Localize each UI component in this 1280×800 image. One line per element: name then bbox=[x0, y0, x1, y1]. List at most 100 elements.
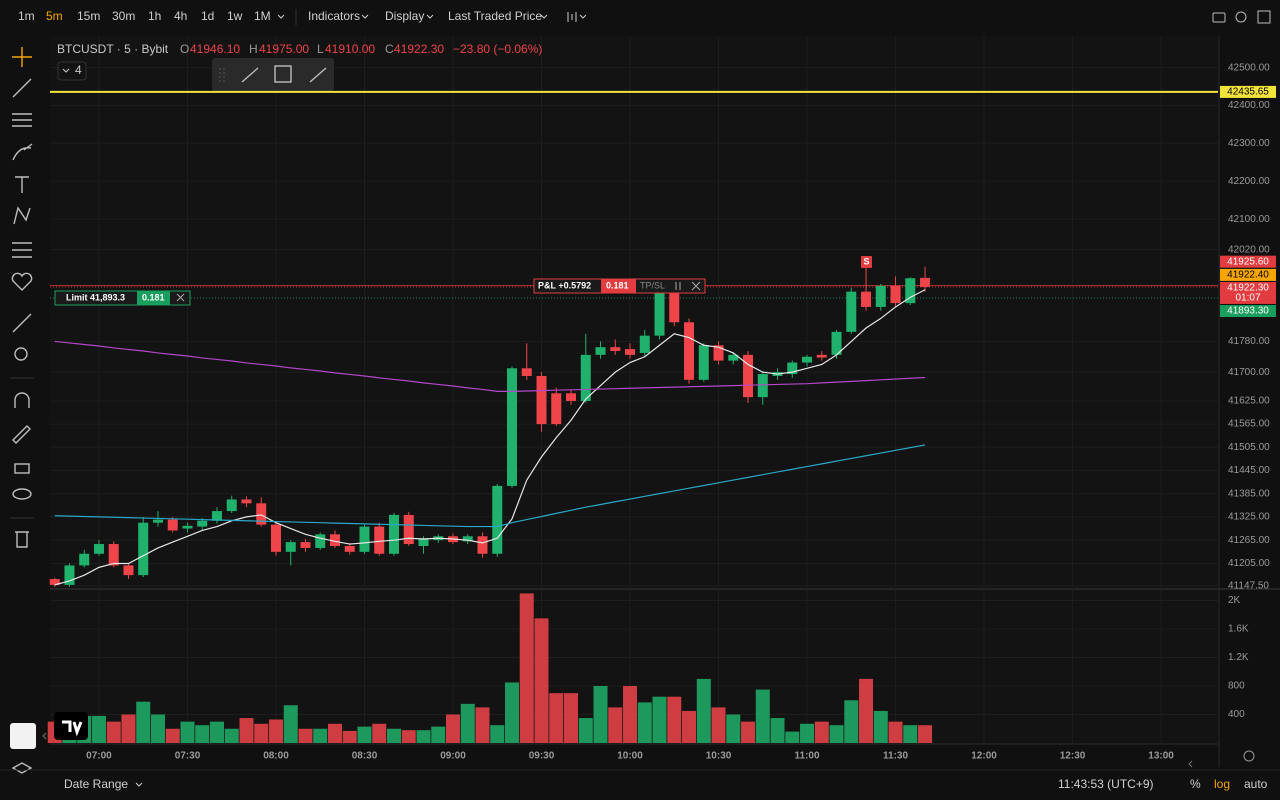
grid: 07:00 07:30 08:00 08:30 09:00 09:30 10:00 10:30… bbox=[50, 36, 1280, 767]
layers-button[interactable] bbox=[11, 762, 33, 774]
indicator-toggle[interactable] bbox=[57, 61, 87, 81]
interval-button[interactable]: 4h bbox=[174, 9, 187, 23]
drawing-float-toolbar bbox=[212, 58, 334, 91]
brush-tool[interactable] bbox=[12, 143, 33, 161]
qty-box bbox=[137, 291, 170, 305]
percent-toggle[interactable]: % bbox=[1190, 777, 1201, 791]
pattern-tool[interactable] bbox=[13, 206, 31, 225]
volume-bar bbox=[505, 682, 520, 743]
lock-draw-tool[interactable] bbox=[12, 425, 31, 444]
auto-toggle[interactable]: auto bbox=[1244, 777, 1268, 791]
candle-body bbox=[816, 354, 827, 358]
interval-button[interactable]: 30m bbox=[112, 9, 135, 23]
candle-body bbox=[875, 285, 886, 307]
volume-bar bbox=[446, 714, 461, 743]
y-tick-label: 41385.00 bbox=[1228, 488, 1270, 499]
volume-bar bbox=[829, 725, 844, 743]
candle-body bbox=[846, 291, 857, 332]
candle-body bbox=[654, 283, 665, 336]
volume-bar bbox=[460, 703, 475, 743]
volume-bar bbox=[549, 693, 564, 743]
settings-icon[interactable] bbox=[1235, 11, 1247, 23]
magnet-tool[interactable] bbox=[14, 392, 30, 408]
position-chip[interactable]: P&L +0.5792 0.181 TP/SL bbox=[533, 278, 706, 294]
candle-body bbox=[861, 291, 872, 307]
volume-bar bbox=[416, 730, 431, 743]
menu-button[interactable]: Display bbox=[385, 9, 424, 23]
volume-bar bbox=[313, 728, 328, 743]
tpsl[interactable]: TP/SL bbox=[640, 280, 665, 290]
rect-tool[interactable] bbox=[274, 65, 292, 83]
interval-button[interactable]: 1m bbox=[18, 9, 35, 23]
scroll-left[interactable] bbox=[42, 732, 47, 740]
volume-bar bbox=[283, 705, 298, 743]
crosshair-tool[interactable] bbox=[12, 47, 32, 67]
y-tick-label: 41445.00 bbox=[1228, 465, 1270, 476]
volume-bar bbox=[239, 718, 254, 743]
volume-bar bbox=[755, 689, 770, 743]
chart-type-icon[interactable] bbox=[567, 12, 577, 22]
candle-body bbox=[79, 553, 90, 566]
candle-body bbox=[580, 354, 591, 401]
cancel-icon[interactable] bbox=[176, 293, 185, 302]
countdown: 01:07 bbox=[1235, 293, 1260, 304]
interval-button[interactable]: 1h bbox=[148, 9, 161, 23]
y-tick-label: 41700.00 bbox=[1228, 367, 1270, 378]
zoom-tool[interactable] bbox=[14, 347, 28, 361]
menu-button[interactable]: Last Traded Price bbox=[448, 9, 542, 23]
interval-button[interactable]: 1M bbox=[254, 9, 271, 23]
candle-body bbox=[743, 354, 754, 398]
settings-icon[interactable] bbox=[1243, 750, 1255, 762]
candle-body bbox=[374, 526, 385, 554]
candle-body bbox=[418, 538, 429, 546]
price-label-box bbox=[1220, 255, 1276, 268]
interval-button[interactable]: 5m bbox=[46, 9, 63, 23]
high-value: 41975.00 bbox=[259, 42, 309, 56]
y-tick-label: 42300.00 bbox=[1228, 138, 1270, 149]
volume-bar bbox=[682, 710, 697, 743]
candle-body bbox=[123, 565, 134, 576]
volume-bar bbox=[814, 721, 829, 743]
volume-bar bbox=[490, 725, 505, 743]
candle-body bbox=[315, 534, 326, 548]
candle-body bbox=[521, 368, 532, 376]
reverse-icon[interactable] bbox=[675, 282, 681, 290]
date-range[interactable]: Date Range bbox=[64, 777, 128, 791]
price-label: 41925.60 bbox=[1227, 256, 1269, 267]
favorite-button[interactable] bbox=[10, 723, 36, 749]
caret bbox=[361, 14, 369, 19]
caret bbox=[277, 14, 285, 19]
volume-bar bbox=[327, 723, 342, 743]
marker-box bbox=[861, 256, 872, 268]
interval-button[interactable]: 1d bbox=[201, 9, 214, 23]
interval-button[interactable]: 1w bbox=[227, 9, 243, 23]
prediction-tool[interactable] bbox=[12, 242, 32, 258]
favorites-tool[interactable] bbox=[11, 272, 33, 291]
candle-body bbox=[403, 514, 414, 545]
close-icon[interactable] bbox=[691, 281, 701, 291]
menu-button[interactable]: Indicators bbox=[308, 9, 360, 23]
visibility-tool[interactable] bbox=[12, 488, 32, 500]
candle-body bbox=[344, 545, 355, 552]
text-tool[interactable] bbox=[15, 176, 29, 193]
y-tick-label: 42500.00 bbox=[1228, 62, 1270, 73]
candle-body bbox=[285, 542, 296, 552]
order-chip[interactable]: Limit 41,893.3 0.181 bbox=[54, 290, 191, 306]
snapshot-icon[interactable] bbox=[1212, 12, 1226, 23]
log-toggle[interactable]: log bbox=[1214, 777, 1230, 791]
fullscreen-icon[interactable] bbox=[1257, 10, 1271, 24]
line-tool[interactable] bbox=[241, 67, 259, 83]
high-label: H bbox=[249, 42, 258, 56]
volume-bar bbox=[136, 701, 151, 743]
scroll-left-2[interactable] bbox=[1188, 760, 1193, 768]
fib-tool[interactable] bbox=[12, 113, 32, 127]
lock-tool[interactable] bbox=[14, 463, 30, 474]
trash-tool[interactable] bbox=[15, 531, 29, 548]
ruler-tool[interactable] bbox=[12, 313, 32, 333]
candle-body bbox=[728, 354, 739, 361]
candle-body bbox=[300, 542, 311, 548]
ray-tool[interactable] bbox=[309, 67, 327, 83]
interval-button[interactable]: 15m bbox=[77, 9, 100, 23]
trendline-tool[interactable] bbox=[12, 78, 32, 98]
